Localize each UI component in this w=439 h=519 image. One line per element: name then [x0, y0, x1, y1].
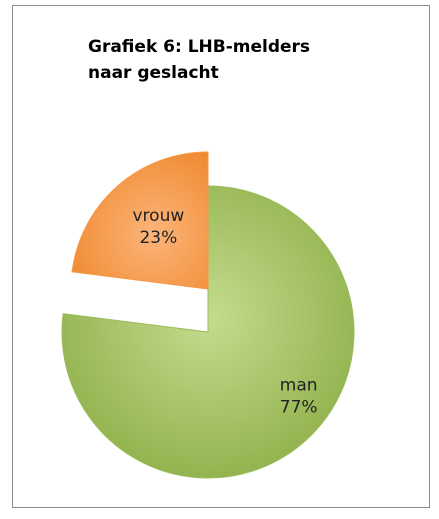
- slice-value-label: 23%: [139, 228, 177, 248]
- chart-title: Grafiek 6: LHB-melders naar geslacht: [88, 37, 311, 83]
- slice-category-label: vrouw: [133, 206, 185, 226]
- pie-slice: [61, 185, 355, 479]
- pie-slice: [71, 151, 209, 290]
- chart-border: [12, 5, 430, 508]
- slice-value-label: 77%: [280, 397, 318, 417]
- slice-category-label: man: [280, 375, 318, 395]
